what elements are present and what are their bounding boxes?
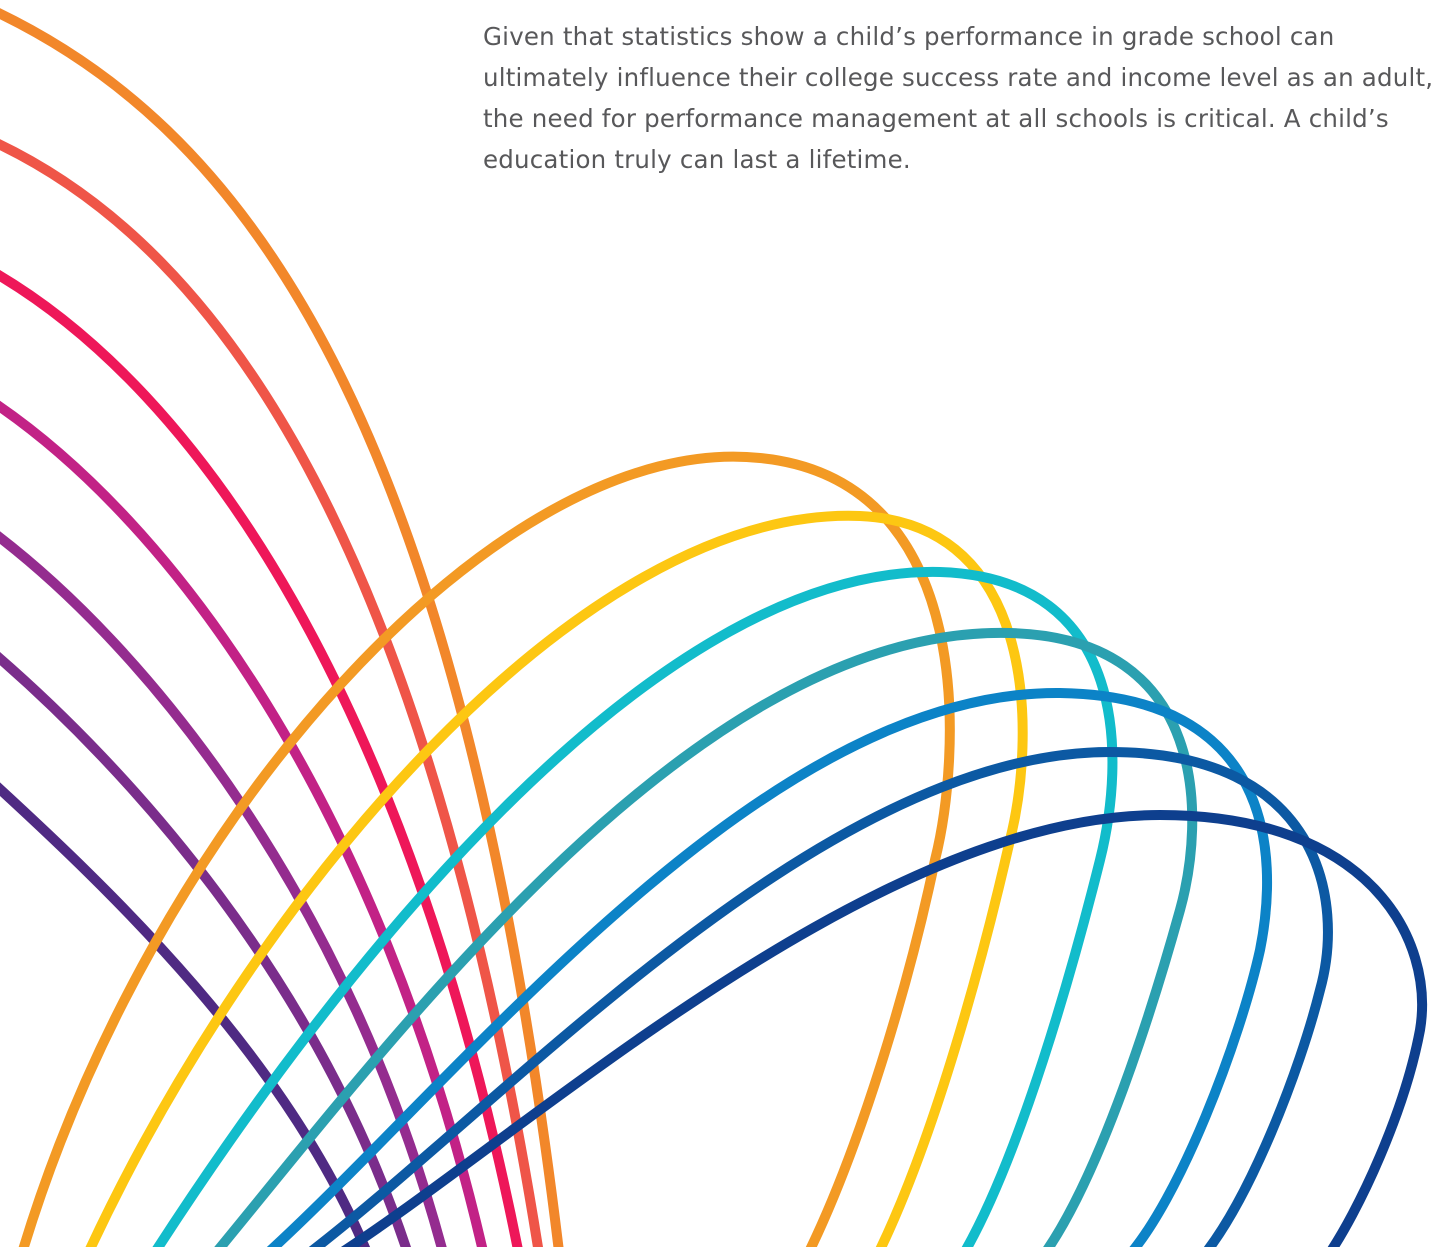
intro-paragraph: Given that statistics show a child’s per… xyxy=(483,22,1434,174)
arc-stroke xyxy=(85,510,1028,1247)
arc-stroke xyxy=(214,627,1198,1247)
curve-stroke xyxy=(0,270,523,1247)
curve-stroke xyxy=(0,652,411,1247)
curve-stroke xyxy=(0,400,488,1247)
arc-stroke xyxy=(308,746,1333,1247)
curve-stroke xyxy=(0,139,543,1247)
arc-stroke xyxy=(152,566,1118,1247)
left-curves-group xyxy=(0,8,564,1247)
arc-stroke xyxy=(18,451,955,1247)
arc-stroke xyxy=(266,687,1272,1247)
curve-stroke xyxy=(0,782,370,1247)
arc-stroke xyxy=(340,809,1428,1247)
right-arcs-group xyxy=(18,451,1428,1247)
